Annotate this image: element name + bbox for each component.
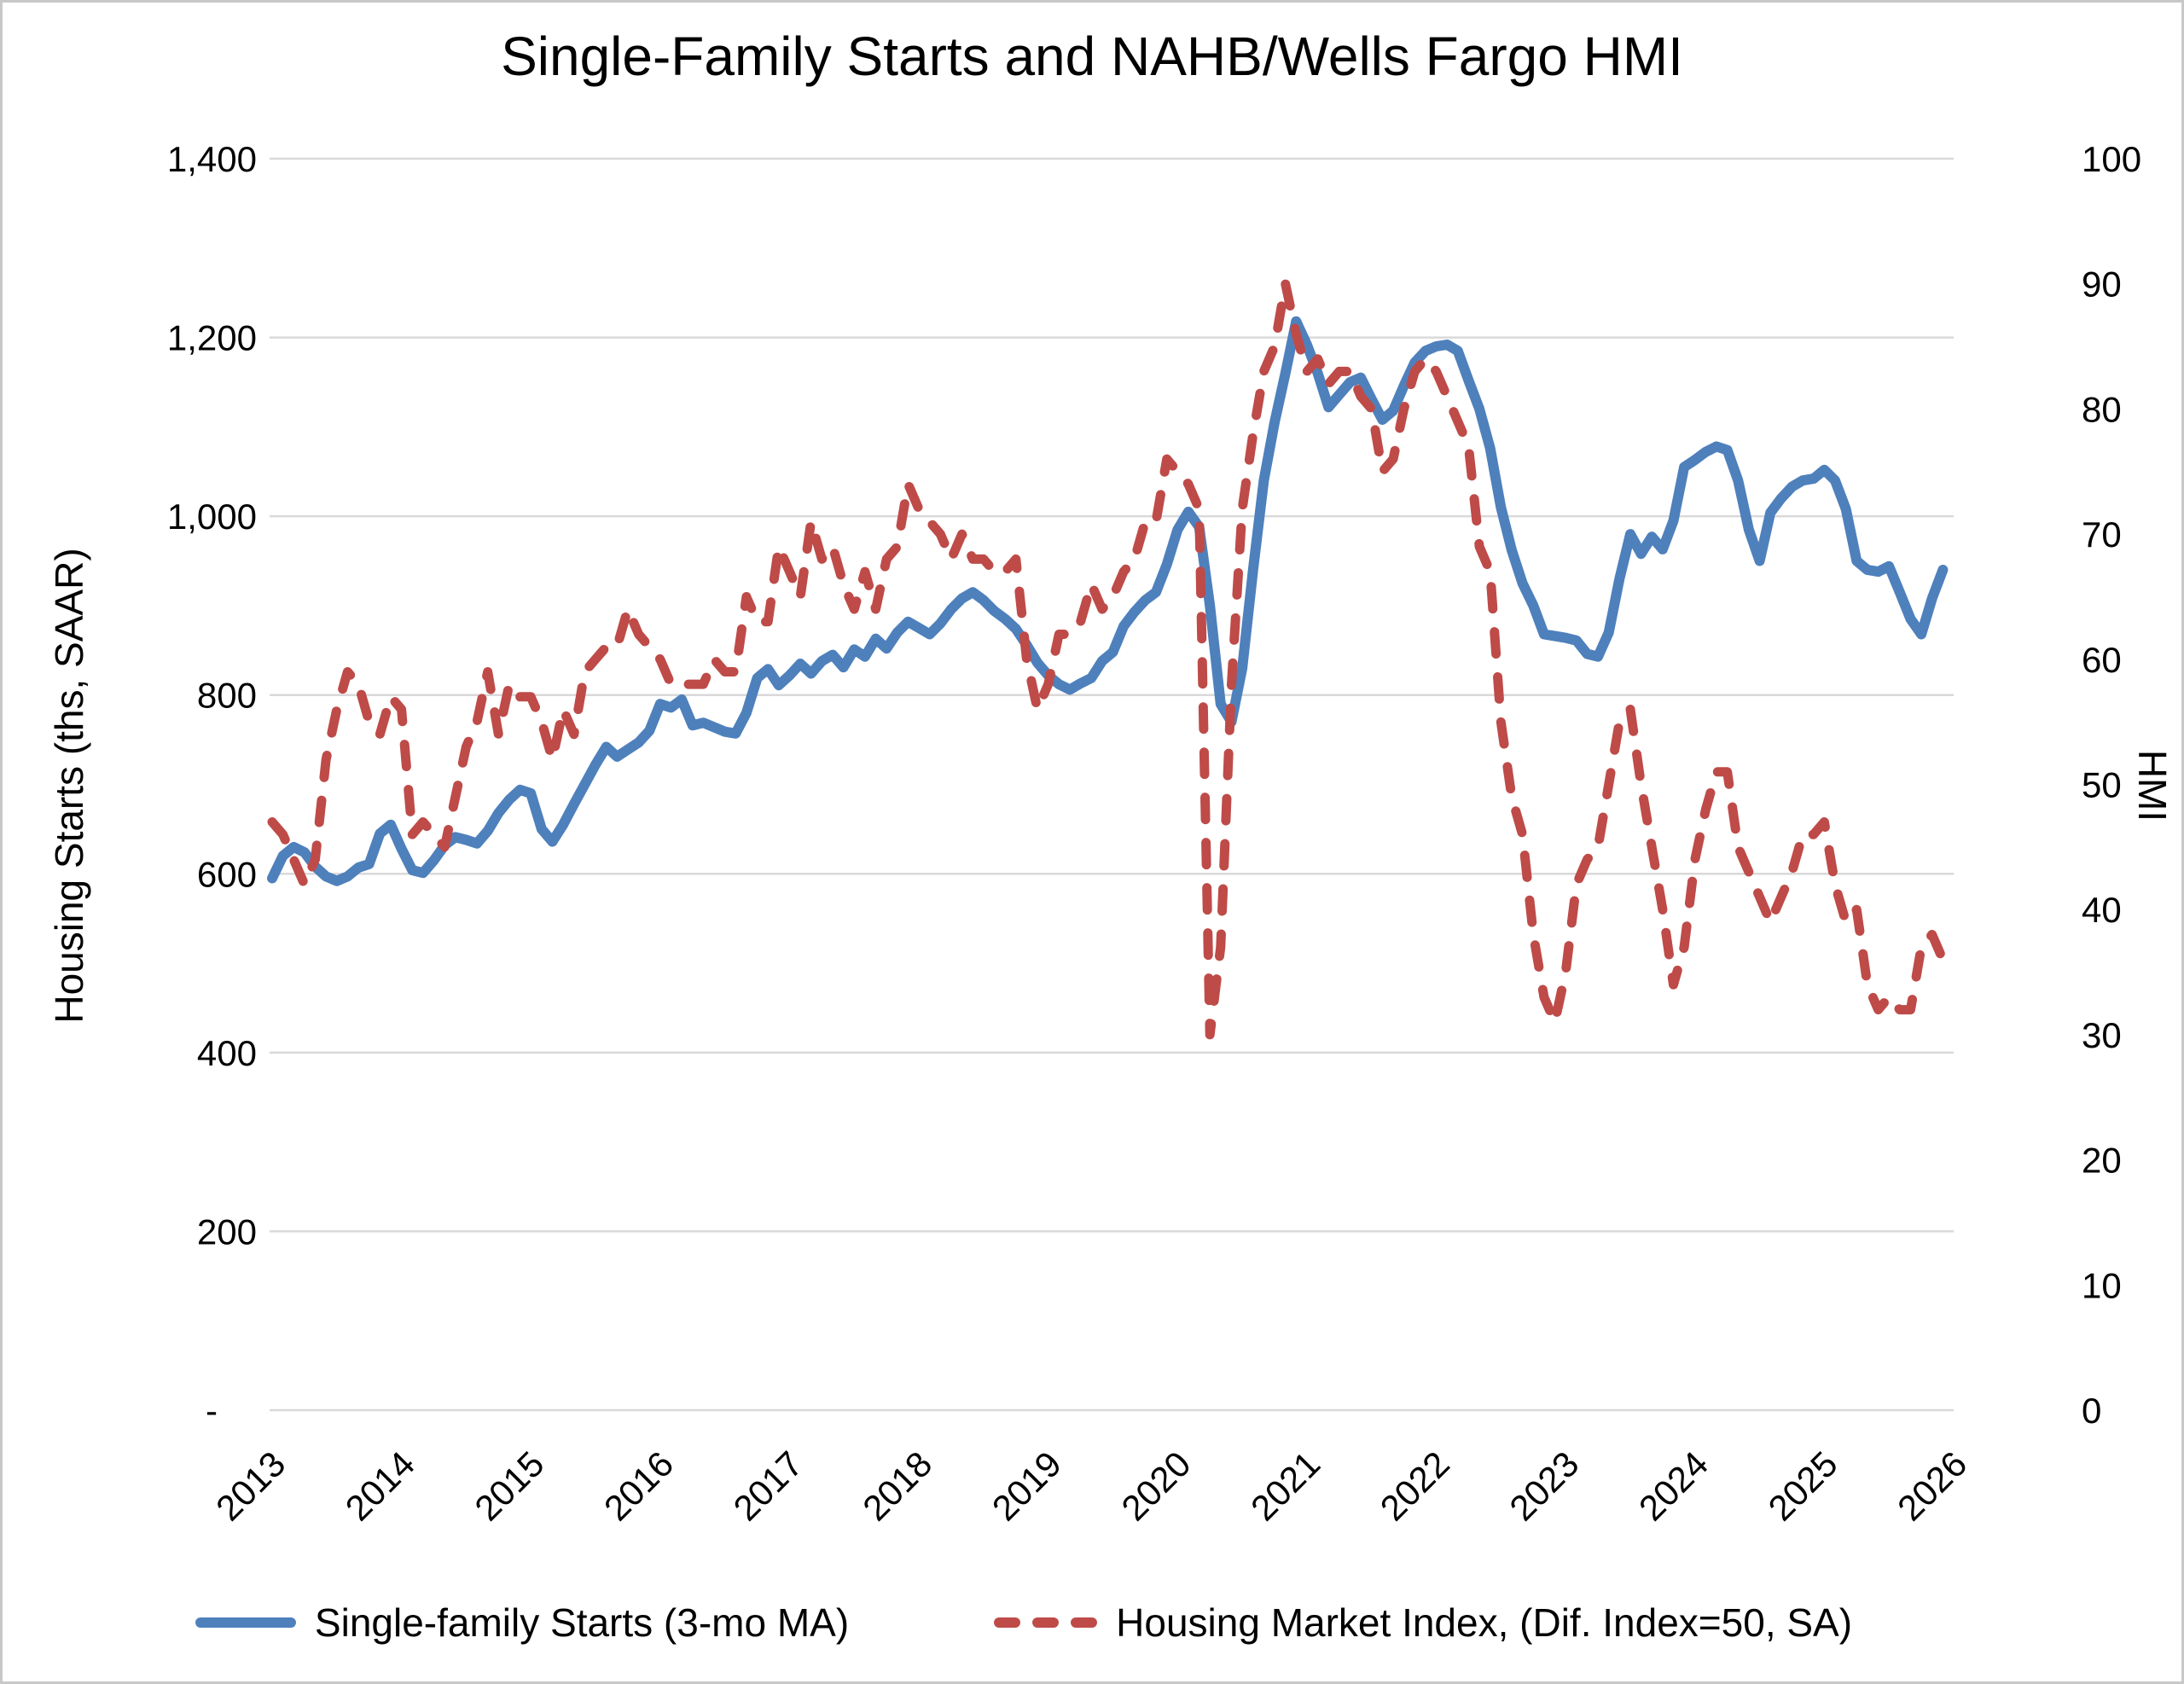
- right-axis-tick-label: 0: [2082, 1391, 2101, 1431]
- left-axis-tick-labels: 1,400 1,200 1,000 800 600 400 200 -: [167, 139, 257, 1431]
- legend-item-starts: Single-family Starts (3-mo MA): [195, 1600, 849, 1646]
- right-axis-tick-label: 20: [2082, 1141, 2122, 1181]
- left-axis-tick-label: 1,000: [167, 496, 257, 537]
- x-axis-year-label: 2026: [1890, 1443, 1974, 1528]
- right-axis-tick-label: 80: [2082, 389, 2122, 429]
- legend: Single-family Starts (3-mo MA) Housing M…: [3, 1600, 2113, 1646]
- x-axis-year-label: 2025: [1760, 1443, 1844, 1528]
- right-axis-tick-label: 30: [2082, 1015, 2122, 1055]
- x-axis-year-label: 2016: [596, 1443, 681, 1528]
- x-axis-year-label: 2020: [1113, 1443, 1198, 1528]
- gridlines: [270, 157, 1954, 1412]
- left-axis-tick-label: 200: [197, 1211, 257, 1251]
- right-axis-tick-label: 70: [2082, 514, 2122, 555]
- data-series: [267, 279, 1949, 1040]
- right-axis-tick-label: 50: [2082, 765, 2122, 805]
- right-axis-tick-label: 40: [2082, 890, 2122, 930]
- series-line-starts: [267, 316, 1949, 886]
- series-line-hmi: [267, 279, 1948, 1040]
- x-axis-year-label: 2017: [726, 1443, 810, 1528]
- x-axis-year-label: 2014: [338, 1443, 422, 1528]
- x-axis-year-label: 2023: [1502, 1443, 1586, 1528]
- x-axis-year-label: 2013: [208, 1443, 293, 1528]
- legend-label-starts: Single-family Starts (3-mo MA): [314, 1600, 850, 1645]
- x-axis-year-labels: 2013 2014 2015 2016 2017 2018 2019 2020 2021 2022…: [208, 1443, 1974, 1528]
- x-axis-year-label: 2019: [985, 1443, 1069, 1528]
- legend-line-sample-dashed: [994, 1617, 1098, 1628]
- legend-label-hmi: Housing Market Index, (Dif. Index=50, SA…: [1116, 1600, 1853, 1645]
- x-axis-year-label: 2024: [1631, 1443, 1716, 1528]
- left-axis-tick-label: 1,200: [167, 318, 257, 358]
- right-axis-tick-label: 90: [2082, 264, 2122, 305]
- left-axis-tick-label: -: [206, 1391, 218, 1431]
- x-axis-year-label: 2015: [467, 1443, 551, 1528]
- legend-line-sample-solid: [195, 1617, 296, 1628]
- x-axis-year-label: 2018: [855, 1443, 939, 1528]
- left-axis-tick-label: 400: [197, 1033, 257, 1073]
- x-axis-year-label: 2021: [1243, 1443, 1327, 1528]
- x-axis-year-label: 2022: [1373, 1443, 1457, 1528]
- right-axis-tick-label: 100: [2082, 139, 2141, 179]
- left-axis-tick-label: 800: [197, 676, 257, 716]
- legend-item-hmi: Housing Market Index, (Dif. Index=50, SA…: [994, 1600, 1852, 1646]
- left-axis-tick-label: 1,400: [167, 139, 257, 179]
- left-axis-tick-label: 600: [197, 854, 257, 894]
- right-axis-tick-label: 10: [2082, 1265, 2122, 1305]
- chart-title: Single-Family Starts and NAHB/Wells Farg…: [501, 26, 1683, 87]
- right-axis-tick-label: 60: [2082, 640, 2122, 680]
